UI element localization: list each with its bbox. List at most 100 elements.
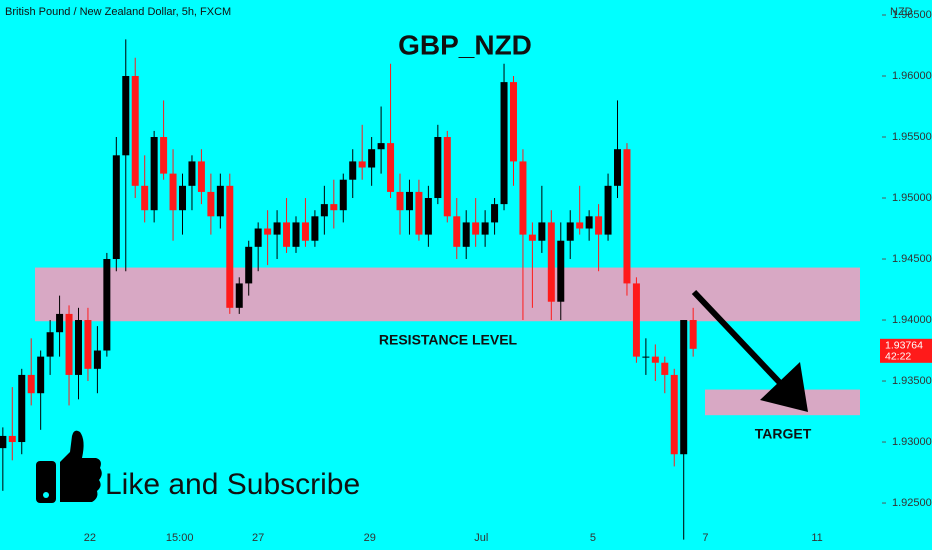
candle-body — [264, 228, 272, 235]
candle-body — [434, 137, 442, 199]
candle-body — [122, 76, 130, 156]
candle-body — [377, 143, 385, 150]
y-axis: 1.92500 1.93000 1.93500 1.94000 1.94500 1.950… — [84, 9, 932, 544]
candle-body — [254, 228, 262, 247]
candle-body — [330, 204, 338, 211]
candle-body — [528, 234, 536, 241]
candle-body — [0, 435, 7, 449]
icon-cuff — [36, 461, 56, 503]
candle-body — [651, 356, 659, 363]
candle-body — [292, 222, 300, 247]
candle-body — [358, 161, 366, 168]
countdown: 42:22 — [885, 351, 911, 363]
candle-body — [453, 216, 461, 247]
candle-body — [339, 179, 347, 211]
candle-body — [235, 283, 243, 308]
x-tick-label: 11 — [811, 532, 822, 544]
x-tick-label: 27 — [252, 532, 264, 544]
y-tick-label: 1.93000 — [892, 436, 932, 448]
candle-body — [207, 191, 215, 217]
candle-body — [283, 222, 291, 247]
candle-body — [150, 137, 158, 211]
candle-body — [37, 356, 45, 394]
candles — [0, 39, 697, 540]
candle-body — [632, 283, 640, 357]
candle-body — [604, 185, 612, 235]
candle-body — [18, 374, 26, 443]
candle-body — [661, 362, 669, 375]
candle-body — [481, 222, 489, 235]
candle-body — [160, 137, 168, 174]
candle-body — [642, 356, 650, 358]
icon-dot — [43, 492, 49, 498]
y-tick-label: 1.92500 — [892, 497, 932, 509]
candle-body — [462, 222, 470, 247]
candle-body — [65, 313, 73, 375]
candle-body — [680, 320, 688, 455]
candle-body — [141, 185, 149, 211]
arrow — [691, 289, 808, 412]
candle-body — [396, 191, 404, 211]
arrow-shaft — [691, 289, 785, 388]
candle-body — [623, 149, 631, 284]
candle-body — [689, 320, 697, 349]
promo-text: Like and Subscribe — [105, 468, 360, 501]
candle-body — [614, 149, 622, 186]
candle-body — [566, 222, 574, 241]
x-tick-label: 29 — [364, 532, 376, 544]
y-axis-label: NZD — [890, 6, 913, 18]
resistance-label: RESISTANCE LEVEL — [379, 332, 518, 348]
x-tick-label: Jul — [474, 532, 488, 544]
candle-body — [216, 185, 224, 217]
candle-body — [320, 204, 328, 217]
candle-body — [8, 435, 16, 443]
candle-body — [56, 313, 64, 333]
chart-title: GBP_NZD — [398, 29, 532, 60]
thumbs-up-icon — [36, 430, 102, 503]
y-tick-label: 1.93500 — [892, 375, 932, 387]
zones — [35, 267, 860, 416]
y-tick-label: 1.94500 — [892, 253, 932, 265]
candle-body — [112, 155, 120, 260]
x-tick-label: 22 — [84, 532, 96, 544]
candle-body — [197, 161, 205, 192]
candle-body — [84, 320, 92, 369]
candle-body — [273, 222, 281, 235]
candle-body — [576, 222, 584, 229]
candle-body — [538, 222, 546, 241]
candle-body — [547, 222, 555, 302]
icon-hand — [60, 430, 102, 502]
x-tick-label: 7 — [702, 532, 708, 544]
candle-body — [245, 246, 253, 284]
candle-body — [188, 161, 196, 186]
candle-body — [46, 332, 54, 357]
candle-body — [519, 161, 527, 235]
price-label-box — [880, 338, 932, 363]
target-label: TARGET — [755, 426, 812, 442]
candle-body — [595, 216, 603, 235]
resistance-zone — [35, 267, 860, 322]
y-tick-label: 1.96000 — [892, 70, 932, 82]
candle-body — [557, 240, 565, 302]
candle-body — [311, 216, 319, 241]
candle-body — [472, 222, 480, 235]
candle-body — [415, 191, 423, 235]
candle-body — [27, 374, 35, 394]
candle-body — [169, 173, 177, 211]
x-tick-label: 5 — [590, 532, 596, 544]
candle-body — [491, 204, 499, 223]
subtitle: British Pound / New Zealand Dollar, 5h, … — [5, 6, 231, 18]
y-tick-label: 1.94000 — [892, 314, 932, 326]
candle-body — [443, 137, 451, 217]
arrow-head — [760, 362, 808, 412]
candle-body — [131, 76, 139, 186]
candle-body — [179, 185, 187, 211]
candle-body — [424, 198, 432, 235]
candle-body — [93, 350, 101, 369]
price-label: 1.93764 — [885, 340, 923, 352]
x-tick-label: 15:00 — [166, 532, 194, 544]
candle-body — [670, 374, 678, 455]
y-tick-label: 1.95000 — [892, 192, 932, 204]
